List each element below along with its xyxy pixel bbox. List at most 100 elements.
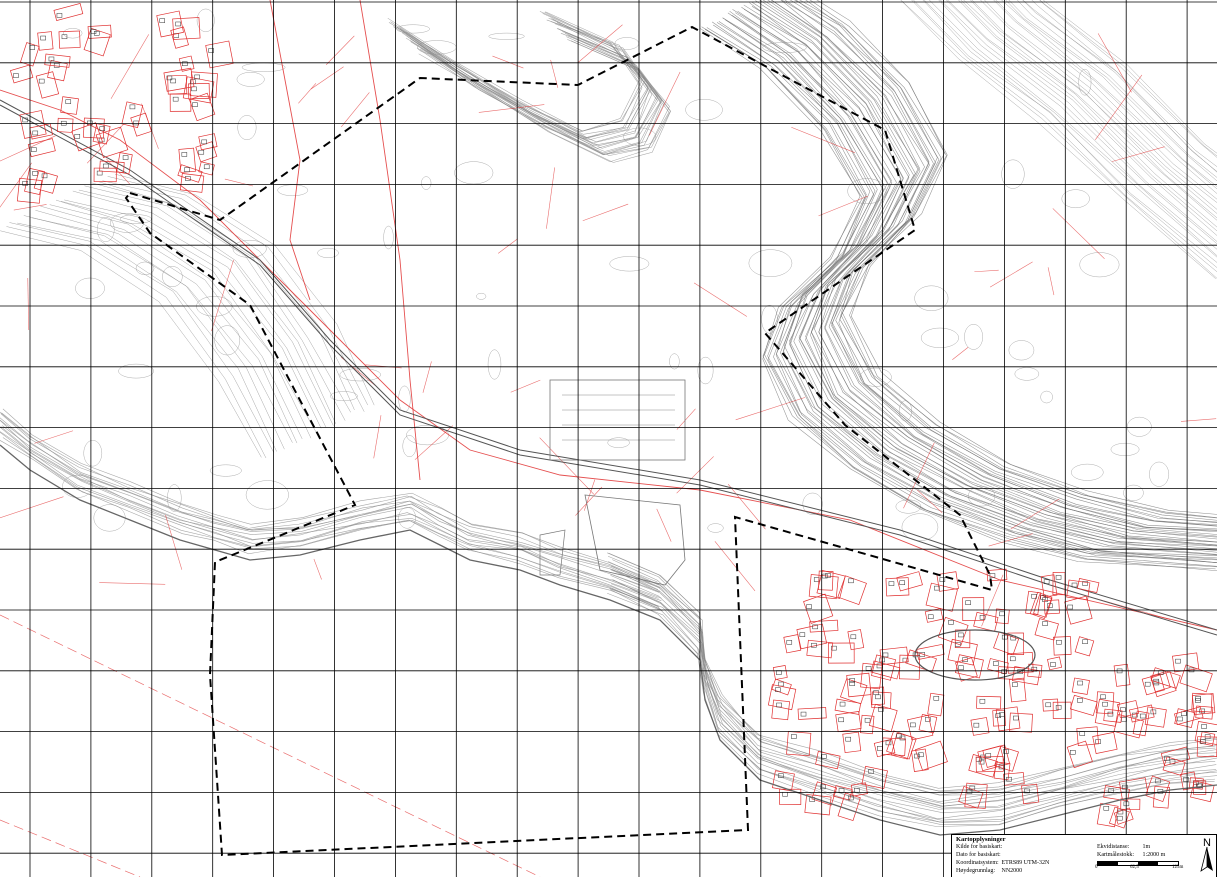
house-footprint bbox=[1082, 581, 1088, 586]
house-footprint bbox=[1009, 656, 1016, 662]
contour-line bbox=[418, 40, 671, 163]
residential-plot bbox=[53, 3, 84, 21]
house-footprint bbox=[933, 696, 940, 701]
contour-line bbox=[390, 11, 646, 132]
contour-line bbox=[900, 0, 1216, 279]
residential-plot bbox=[1029, 591, 1053, 619]
contour-ring bbox=[1040, 390, 1053, 404]
contour-line bbox=[1005, 0, 1217, 187]
contour-line bbox=[420, 40, 671, 156]
house-footprint bbox=[966, 789, 973, 794]
contour-ring bbox=[135, 261, 155, 275]
residential-plot bbox=[19, 110, 47, 139]
house-footprint bbox=[1139, 713, 1146, 719]
contour-ring bbox=[1061, 189, 1090, 209]
contour-ring bbox=[1149, 461, 1170, 487]
house-footprint bbox=[979, 698, 986, 704]
contour-line bbox=[716, 22, 1217, 564]
building-outline bbox=[549, 379, 686, 461]
residential-plot bbox=[771, 699, 790, 721]
house-footprint bbox=[849, 678, 855, 683]
house-footprint bbox=[194, 74, 200, 80]
house-footprint bbox=[838, 788, 845, 793]
contour-line bbox=[114, 173, 375, 406]
residential-plot bbox=[1172, 652, 1200, 673]
contour-line bbox=[0, 419, 659, 599]
contour-line bbox=[759, 0, 1217, 535]
residential-plot bbox=[1008, 712, 1033, 733]
contour-ring bbox=[1008, 340, 1035, 361]
house-footprint bbox=[775, 687, 781, 692]
contour-line bbox=[722, 17, 1217, 556]
house-footprint bbox=[22, 181, 28, 186]
property-line bbox=[106, 158, 131, 185]
residential-plot bbox=[987, 658, 1009, 675]
house-footprint bbox=[166, 75, 173, 81]
property-line bbox=[0, 162, 32, 208]
contour-ring bbox=[245, 480, 289, 510]
contour-line bbox=[901, 0, 1217, 279]
house-footprint bbox=[1120, 707, 1126, 712]
contour-line bbox=[749, 2, 1217, 543]
contour-line bbox=[922, 0, 1217, 263]
residential-plot bbox=[804, 794, 832, 816]
residential-plot bbox=[975, 756, 1004, 773]
contour-ring bbox=[1110, 442, 1140, 456]
property-line bbox=[714, 541, 756, 592]
house-footprint bbox=[1180, 711, 1187, 716]
residential-plot bbox=[60, 96, 79, 115]
house-footprint bbox=[1071, 582, 1078, 588]
house-footprint bbox=[191, 86, 197, 92]
residential-plot bbox=[189, 71, 218, 98]
contour-ring bbox=[196, 8, 215, 33]
contour-line bbox=[64, 199, 327, 428]
residential-plot bbox=[58, 30, 81, 49]
contour-ring bbox=[901, 513, 939, 541]
house-footprint bbox=[838, 717, 844, 723]
house-footprint bbox=[1031, 593, 1037, 599]
house-footprint bbox=[208, 48, 214, 53]
residential-plot bbox=[871, 691, 892, 709]
contour-line bbox=[0, 417, 660, 593]
contour-ring bbox=[898, 400, 912, 422]
contour-ring bbox=[241, 62, 286, 72]
contour-ring bbox=[761, 304, 778, 334]
property-line bbox=[165, 514, 183, 570]
contour-ring bbox=[1014, 367, 1040, 381]
house-footprint bbox=[65, 99, 72, 104]
property-line bbox=[224, 178, 254, 187]
house-footprint bbox=[849, 681, 855, 686]
residential-plot bbox=[1094, 698, 1120, 727]
contour-ring bbox=[232, 239, 267, 258]
contour-line bbox=[928, 0, 1217, 257]
contour-line bbox=[945, 0, 1217, 242]
residential-plot bbox=[1034, 618, 1059, 641]
house-footprint bbox=[1006, 776, 1012, 782]
contour-ring bbox=[707, 523, 724, 533]
residential-plot bbox=[198, 133, 218, 151]
contour-line bbox=[780, 0, 1217, 530]
house-footprint bbox=[129, 104, 136, 110]
residential-plot bbox=[806, 639, 834, 659]
residential-plot bbox=[1116, 700, 1140, 718]
residential-plot bbox=[92, 123, 111, 145]
contour-ring bbox=[396, 24, 430, 34]
residential-plot bbox=[1113, 663, 1131, 687]
house-footprint bbox=[1042, 621, 1048, 626]
house-footprint bbox=[32, 130, 39, 136]
house-footprint bbox=[122, 155, 129, 160]
house-footprint bbox=[1077, 680, 1083, 686]
house-footprint bbox=[1117, 815, 1123, 821]
house-footprint bbox=[170, 78, 176, 84]
contour-line bbox=[725, 19, 1217, 560]
contour-line bbox=[701, 26, 1217, 572]
residential-plot bbox=[905, 649, 937, 673]
property-line bbox=[727, 483, 766, 530]
house-footprint bbox=[201, 139, 207, 145]
residential-plot bbox=[1199, 731, 1216, 746]
contour-line bbox=[610, 575, 1216, 810]
property-line bbox=[325, 35, 355, 65]
contour-line bbox=[963, 0, 1217, 221]
